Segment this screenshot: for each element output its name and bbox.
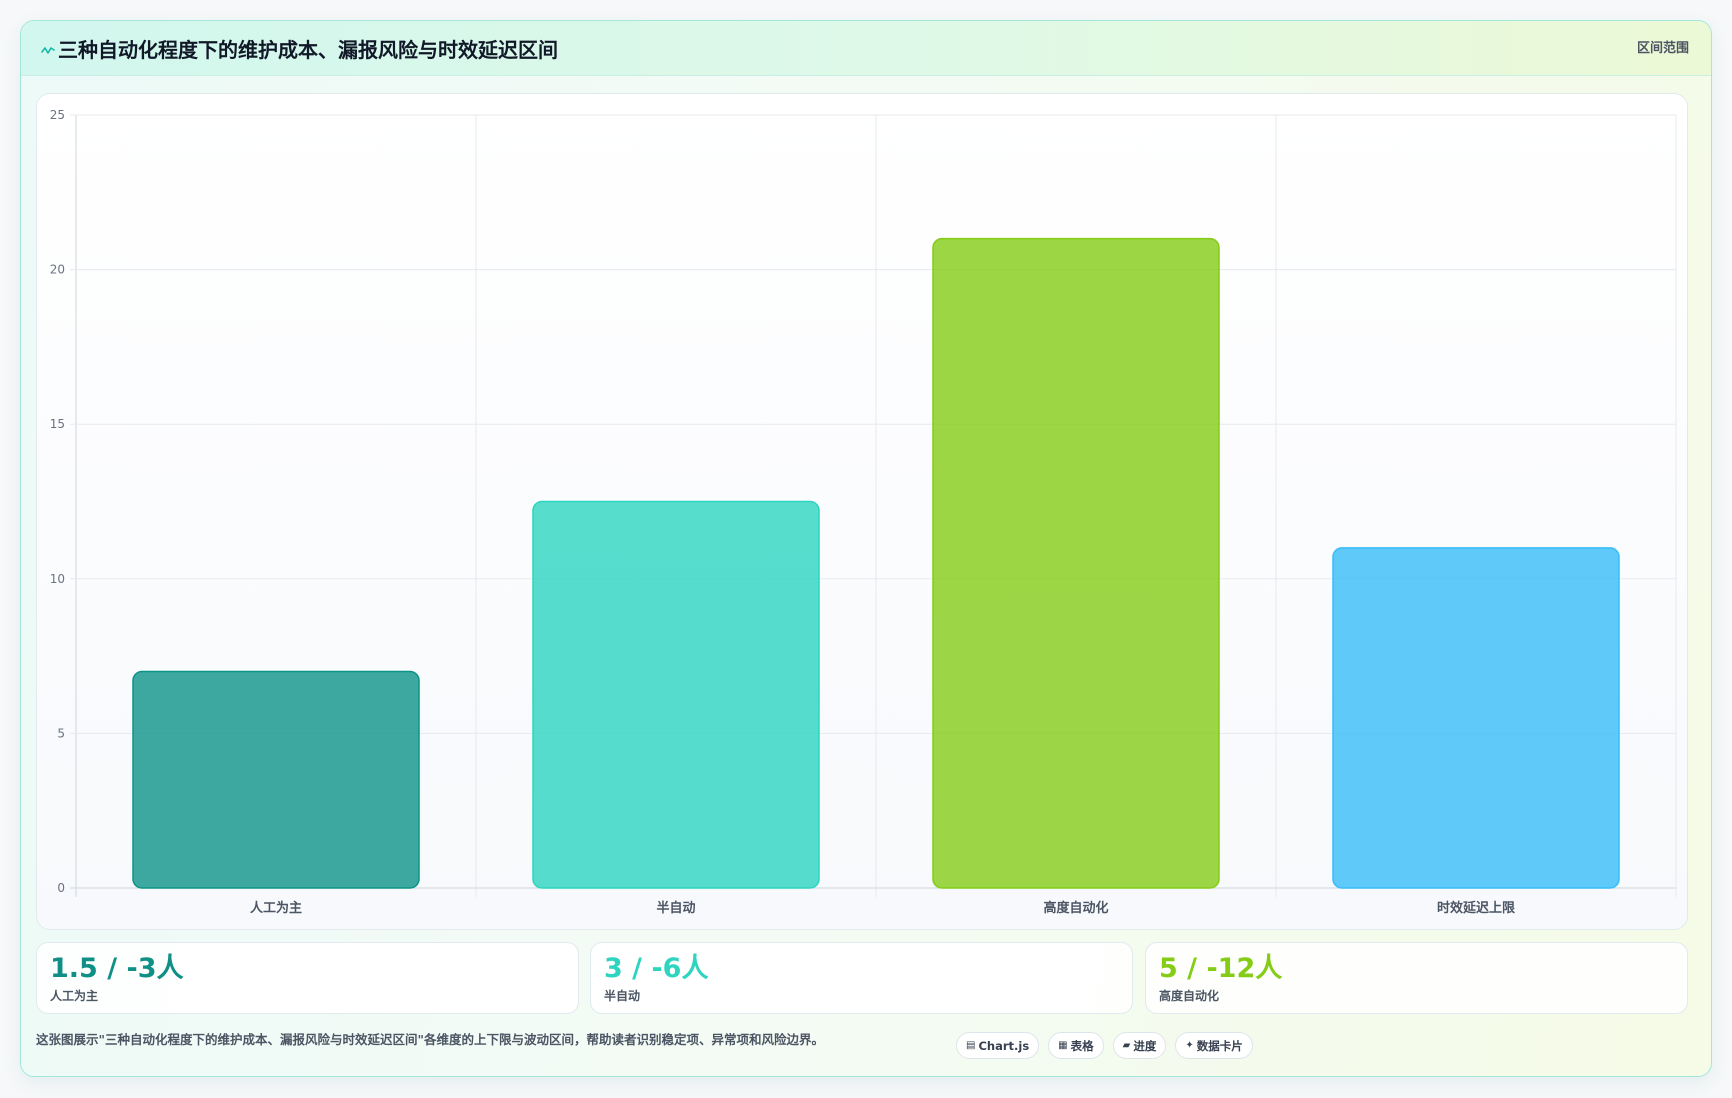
x-tick-label: 高度自动化 (1043, 900, 1108, 916)
y-tick-label: 25 (50, 108, 65, 122)
y-tick-label: 0 (57, 881, 65, 895)
sparkle-icon: ✦ (1185, 1039, 1194, 1051)
y-tick-label: 5 (57, 726, 65, 740)
stat-label: 半自动 (604, 989, 641, 1003)
tag-label: 进度 (1133, 1038, 1157, 1053)
card-header: 三种自动化程度下的维护成本、漏报风险与时效延迟区间 区间范围 (21, 21, 1711, 76)
tag-list: ▤ Chart.js ▦ 表格 ▰ 进度 ✦ 数据卡片 (956, 1032, 1253, 1059)
y-tick-label: 15 (50, 417, 65, 431)
trend-icon (41, 47, 55, 54)
stat-card: 1.5 / -3人 人工为主 (36, 942, 579, 1014)
bar[interactable] (932, 237, 1220, 889)
stat-value: 3 / -6人 (604, 953, 709, 984)
bar-chart: 0 5 10 15 20 25 人工为主 半自动 高度自动化 时效延迟上限 (50, 108, 1677, 916)
tag-label: 数据卡片 (1196, 1038, 1243, 1053)
bar[interactable] (1332, 547, 1620, 889)
tag-label: 表格 (1070, 1038, 1094, 1053)
stat-card: 5 / -12人 高度自动化 (1145, 942, 1688, 1014)
bar[interactable] (532, 500, 820, 889)
tag-chip: ✦ 数据卡片 (1175, 1032, 1253, 1059)
dashboard-card: 三种自动化程度下的维护成本、漏报风险与时效延迟区间 区间范围 0 5 10 15 20 2… (20, 20, 1712, 1077)
page-title: 三种自动化程度下的维护成本、漏报风险与时效延迟区间 (58, 38, 558, 62)
tag-chip: ▤ Chart.js (956, 1032, 1040, 1059)
tag-label: Chart.js (978, 1038, 1030, 1053)
tag-chip: ▰ 进度 (1112, 1032, 1167, 1059)
progress-icon: ▰ (1122, 1039, 1131, 1051)
bar[interactable] (132, 670, 420, 889)
chart-description: 这张图展示"三种自动化程度下的维护成本、漏报风险与时效延迟区间"各维度的上下限与… (36, 1032, 825, 1047)
stat-label: 人工为主 (50, 989, 99, 1003)
range-badge: 区间范围 (1636, 41, 1689, 56)
stat-value: 1.5 / -3人 (50, 953, 184, 984)
chart-icon: ▤ (966, 1039, 976, 1051)
stat-value: 5 / -12人 (1159, 953, 1283, 984)
y-tick-label: 20 (50, 263, 65, 277)
table-icon: ▦ (1058, 1039, 1068, 1051)
tag-chip: ▦ 表格 (1048, 1032, 1104, 1059)
x-tick-label: 半自动 (656, 900, 695, 916)
stat-card: 3 / -6人 半自动 (590, 942, 1133, 1014)
y-tick-label: 10 (50, 572, 65, 586)
chart-panel: 0 5 10 15 20 25 人工为主 半自动 高度自动化 时效延迟上限 (36, 93, 1688, 930)
x-tick-label: 时效延迟上限 (1437, 900, 1516, 916)
stat-label: 高度自动化 (1159, 989, 1220, 1003)
x-tick-label: 人工为主 (250, 900, 302, 916)
